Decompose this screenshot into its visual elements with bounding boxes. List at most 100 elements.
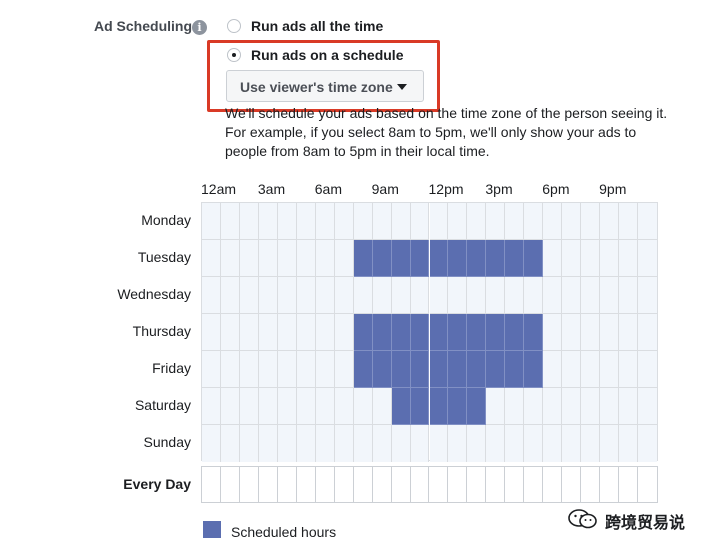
schedule-cell[interactable] — [202, 351, 221, 388]
schedule-cell[interactable] — [239, 388, 259, 425]
schedule-cell[interactable] — [581, 351, 601, 388]
every-day-row[interactable] — [201, 466, 658, 503]
schedule-cell[interactable] — [619, 203, 639, 240]
schedule-cell[interactable] — [296, 388, 316, 425]
schedule-cell[interactable] — [448, 240, 468, 277]
every-day-cell[interactable] — [486, 467, 506, 502]
schedule-cell[interactable] — [353, 277, 373, 314]
schedule-cell[interactable] — [220, 314, 240, 351]
every-day-cell[interactable] — [353, 467, 373, 502]
schedule-cell[interactable] — [429, 277, 449, 314]
every-day-cell[interactable] — [258, 467, 278, 502]
schedule-cell[interactable] — [277, 314, 297, 351]
schedule-cell[interactable] — [296, 351, 316, 388]
schedule-cell[interactable] — [581, 425, 601, 462]
schedule-cell[interactable] — [486, 425, 506, 462]
schedule-cell[interactable] — [638, 240, 657, 277]
schedule-cell[interactable] — [239, 314, 259, 351]
schedule-cell[interactable] — [524, 388, 544, 425]
every-day-cell[interactable] — [619, 467, 639, 502]
schedule-cell[interactable] — [410, 351, 430, 388]
schedule-cell[interactable] — [600, 203, 620, 240]
radio-run-on-schedule[interactable] — [227, 48, 241, 62]
schedule-cell[interactable] — [410, 314, 430, 351]
every-day-cell[interactable] — [410, 467, 430, 502]
schedule-cell[interactable] — [505, 351, 525, 388]
schedule-cell[interactable] — [486, 277, 506, 314]
schedule-cell[interactable] — [619, 351, 639, 388]
schedule-cell[interactable] — [239, 277, 259, 314]
schedule-cell[interactable] — [202, 203, 221, 240]
schedule-cell[interactable] — [220, 425, 240, 462]
schedule-cell[interactable] — [277, 277, 297, 314]
schedule-cell[interactable] — [448, 314, 468, 351]
schedule-cell[interactable] — [429, 351, 449, 388]
schedule-cell[interactable] — [239, 351, 259, 388]
time-zone-dropdown[interactable]: Use viewer's time zone — [226, 70, 424, 102]
schedule-cell[interactable] — [467, 203, 487, 240]
every-day-cell[interactable] — [277, 467, 297, 502]
every-day-cell[interactable] — [220, 467, 240, 502]
schedule-cell[interactable] — [429, 240, 449, 277]
schedule-cell[interactable] — [505, 314, 525, 351]
schedule-cell[interactable] — [391, 277, 411, 314]
schedule-cell[interactable] — [277, 425, 297, 462]
schedule-cell[interactable] — [543, 277, 563, 314]
schedule-cell[interactable] — [562, 351, 582, 388]
schedule-cell[interactable] — [277, 351, 297, 388]
schedule-cell[interactable] — [258, 388, 278, 425]
schedule-cell[interactable] — [562, 203, 582, 240]
schedule-cell[interactable] — [258, 240, 278, 277]
schedule-cell[interactable] — [524, 203, 544, 240]
schedule-cell[interactable] — [353, 388, 373, 425]
schedule-cell[interactable] — [562, 277, 582, 314]
schedule-cell[interactable] — [467, 351, 487, 388]
every-day-cell[interactable] — [429, 467, 449, 502]
schedule-cell[interactable] — [220, 277, 240, 314]
schedule-cell[interactable] — [391, 351, 411, 388]
schedule-cell[interactable] — [524, 351, 544, 388]
schedule-cell[interactable] — [600, 277, 620, 314]
schedule-cell[interactable] — [391, 314, 411, 351]
schedule-cell[interactable] — [448, 388, 468, 425]
schedule-cell[interactable] — [410, 240, 430, 277]
schedule-cell[interactable] — [353, 314, 373, 351]
schedule-cell[interactable] — [562, 240, 582, 277]
schedule-cell[interactable] — [296, 203, 316, 240]
schedule-cell[interactable] — [638, 351, 657, 388]
schedule-cell[interactable] — [334, 240, 354, 277]
schedule-cell[interactable] — [372, 388, 392, 425]
schedule-cell[interactable] — [372, 203, 392, 240]
schedule-cell[interactable] — [429, 314, 449, 351]
schedule-cell[interactable] — [220, 351, 240, 388]
schedule-cell[interactable] — [315, 351, 335, 388]
schedule-cell[interactable] — [410, 203, 430, 240]
schedule-cell[interactable] — [334, 314, 354, 351]
schedule-cell[interactable] — [619, 425, 639, 462]
schedule-cell[interactable] — [600, 240, 620, 277]
schedule-cell[interactable] — [505, 277, 525, 314]
schedule-cell[interactable] — [410, 277, 430, 314]
schedule-cell[interactable] — [296, 277, 316, 314]
schedule-cell[interactable] — [334, 203, 354, 240]
schedule-cell[interactable] — [334, 351, 354, 388]
every-day-cell[interactable] — [638, 467, 657, 502]
schedule-cell[interactable] — [467, 277, 487, 314]
schedule-cell[interactable] — [638, 277, 657, 314]
schedule-cell[interactable] — [562, 425, 582, 462]
schedule-cell[interactable] — [258, 425, 278, 462]
schedule-cell[interactable] — [429, 425, 449, 462]
schedule-cell[interactable] — [391, 203, 411, 240]
schedule-cell[interactable] — [372, 314, 392, 351]
schedule-cell[interactable] — [315, 203, 335, 240]
schedule-cell[interactable] — [600, 388, 620, 425]
schedule-cell[interactable] — [524, 240, 544, 277]
schedule-cell[interactable] — [486, 203, 506, 240]
schedule-cell[interactable] — [239, 203, 259, 240]
schedule-cell[interactable] — [486, 388, 506, 425]
schedule-cell[interactable] — [239, 425, 259, 462]
schedule-cell[interactable] — [410, 388, 430, 425]
schedule-cell[interactable] — [600, 351, 620, 388]
schedule-cell[interactable] — [619, 240, 639, 277]
schedule-cell[interactable] — [524, 425, 544, 462]
